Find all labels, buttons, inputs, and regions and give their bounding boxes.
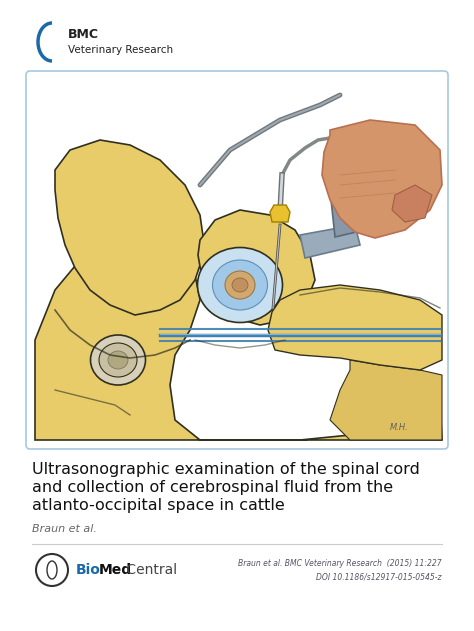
Polygon shape [330, 360, 442, 440]
Text: Central: Central [122, 563, 177, 577]
Text: Veterinary Research: Veterinary Research [68, 45, 173, 55]
Text: Braun et al. BMC Veterinary Research  (2015) 11:227: Braun et al. BMC Veterinary Research (20… [238, 560, 442, 569]
FancyBboxPatch shape [26, 71, 448, 449]
Ellipse shape [232, 278, 248, 292]
Ellipse shape [99, 343, 137, 377]
Text: and collection of cerebrospinal fluid from the: and collection of cerebrospinal fluid fr… [32, 480, 393, 495]
Polygon shape [392, 185, 432, 222]
Ellipse shape [198, 247, 283, 322]
Bar [32, 77, 442, 443]
Ellipse shape [108, 351, 128, 369]
Polygon shape [330, 185, 365, 237]
Polygon shape [270, 205, 290, 222]
Polygon shape [322, 120, 442, 238]
Text: atlanto-occipital space in cattle: atlanto-occipital space in cattle [32, 498, 285, 513]
Text: Ultrasonographic examination of the spinal cord: Ultrasonographic examination of the spin… [32, 462, 420, 477]
Polygon shape [55, 140, 205, 315]
Polygon shape [300, 225, 360, 258]
Ellipse shape [91, 335, 146, 385]
Text: Med: Med [99, 563, 132, 577]
Text: Braun et al.: Braun et al. [32, 524, 97, 534]
Polygon shape [268, 285, 442, 370]
Text: BMC: BMC [68, 28, 99, 42]
Polygon shape [35, 230, 442, 440]
Text: Bio: Bio [76, 563, 101, 577]
Polygon shape [198, 210, 315, 325]
Text: M.H.: M.H. [390, 423, 409, 432]
Ellipse shape [225, 271, 255, 299]
Text: DOI 10.1186/s12917-015-0545-z: DOI 10.1186/s12917-015-0545-z [317, 572, 442, 582]
Ellipse shape [212, 260, 267, 310]
